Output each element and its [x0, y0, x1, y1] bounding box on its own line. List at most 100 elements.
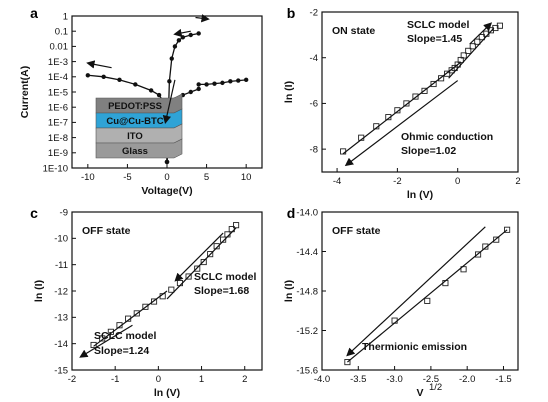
panel-label: c [30, 205, 38, 221]
inset-layer-label: Cu@Cu-BTC [106, 116, 163, 127]
data-point [185, 273, 192, 280]
annotation: Thermionic emission [362, 341, 467, 353]
panel-b: b -8 -6 -4 -2 -4 -2 0 2 ln (V) ln (I) ON state SCLC … [283, 5, 521, 201]
arrow [344, 80, 459, 167]
data-point [85, 73, 91, 78]
arrow [162, 79, 176, 125]
state-label: OFF state [332, 225, 381, 237]
y-tick-label: -12 [54, 286, 68, 297]
fit-line [93, 290, 168, 347]
x-tick-label: 1 [199, 374, 204, 385]
data-point [403, 100, 410, 107]
y-tick-label: -14.8 [296, 286, 318, 297]
data-point [412, 93, 419, 100]
y-tick-label: -10 [54, 234, 68, 245]
data-point [196, 82, 201, 87]
x-tick-label: -3.5 [350, 374, 366, 385]
data-point [394, 107, 401, 114]
data-point [496, 22, 503, 29]
arrow [79, 324, 133, 358]
data-point [504, 226, 511, 233]
arrow [195, 14, 210, 23]
y-axis-label: Current(A) [19, 66, 31, 119]
y-tick-label: -9 [60, 207, 68, 218]
data-point [196, 31, 201, 36]
arrow [346, 226, 486, 357]
annotation: SCLC model [94, 330, 157, 342]
data-point [150, 298, 158, 305]
x-tick-label: -2.5 [423, 374, 439, 385]
y-tick-label: 1E-4 [48, 72, 68, 83]
y-axis-label: ln (I) [283, 280, 295, 302]
data-point [200, 258, 207, 266]
state-label: ON state [332, 25, 375, 37]
x-tick-label: -10 [81, 172, 95, 183]
x-tick-label: -3.0 [386, 374, 402, 385]
annotation: SCLC model [407, 19, 470, 31]
fit-line [166, 227, 237, 300]
data-point [460, 266, 467, 273]
x-tick-label: 10 [241, 172, 252, 183]
arrow [174, 232, 224, 282]
x-axis-label: ln (V) [154, 387, 180, 399]
y-tick-label: 0.1 [55, 27, 68, 38]
data-point [243, 77, 249, 83]
y-tick-label: -8 [310, 144, 318, 155]
data-point [233, 222, 240, 229]
x-tick-label: -4 [333, 176, 341, 187]
data-point [438, 75, 445, 82]
data-point [475, 251, 482, 258]
y-tick-label: 1E-8 [48, 133, 68, 144]
y-tick-label: -6 [310, 99, 318, 110]
data-point [444, 70, 451, 77]
panel-d: d -15.6 -15.2 -14.8 -14.4 -14.0 -4.0 -3.5 -3.0 -2… [283, 205, 519, 399]
annotation: SCLC model [194, 271, 257, 283]
x-tick-label: 2 [242, 374, 247, 385]
x-tick-label: -5 [123, 172, 131, 183]
y-axis-label: ln (I) [33, 280, 45, 302]
arrow [86, 60, 112, 69]
panel-a: a 1E-10 1E-9 1E-8 1E-7 1E-6 1E-5 1E-4 1E-3 0.01 0.… [19, 5, 263, 197]
data-point [148, 88, 154, 93]
y-tick-label: -14.0 [296, 207, 318, 218]
data-point [168, 286, 175, 293]
data-point [167, 79, 172, 84]
annotation: Slope=1.68 [194, 285, 249, 297]
x-tick-label: 5 [204, 172, 209, 183]
annotation: Slope=1.02 [401, 145, 456, 157]
fit-line [342, 61, 462, 155]
x-tick-label: -2 [393, 176, 401, 187]
x-tick-label: -4.0 [314, 374, 330, 385]
y-tick-label: -2 [310, 7, 318, 18]
inset-layer-label: Glass [122, 146, 148, 157]
y-tick-label: 1 [63, 11, 68, 22]
y-axis-label: ln (I) [283, 81, 295, 103]
y-tick-label: -13 [54, 313, 68, 324]
annotation: Slope=1.45 [407, 33, 462, 45]
panel-c: c-15-14-13-12-11-10-9-2 -1 0 1 2ln (V)ln (I)… [30, 205, 263, 399]
x-tick-label: -2.0 [459, 374, 475, 385]
data-point [133, 310, 140, 317]
x-axis-label: Voltage(V) [141, 185, 192, 197]
y-tick-label: -11 [55, 260, 68, 271]
data-point [117, 77, 122, 83]
y-tick-label: 1E-9 [48, 148, 68, 159]
data-point [424, 297, 431, 304]
data-point [176, 38, 182, 43]
panel-label: a [30, 5, 38, 21]
data-point [188, 89, 193, 95]
data-point [430, 80, 437, 88]
fit-line [448, 27, 495, 79]
data-point [465, 47, 472, 54]
x-axis-label: V [416, 387, 423, 399]
data-point [228, 79, 233, 84]
data-point [474, 38, 481, 45]
y-tick-label: -14.4 [296, 247, 318, 258]
panel-label: d [287, 205, 296, 221]
data-point [133, 82, 138, 87]
x-tick-label: -1 [111, 374, 119, 385]
y-tick-label: -15 [54, 365, 68, 376]
data-point [101, 74, 106, 80]
y-tick-label: 1E-6 [48, 103, 68, 114]
